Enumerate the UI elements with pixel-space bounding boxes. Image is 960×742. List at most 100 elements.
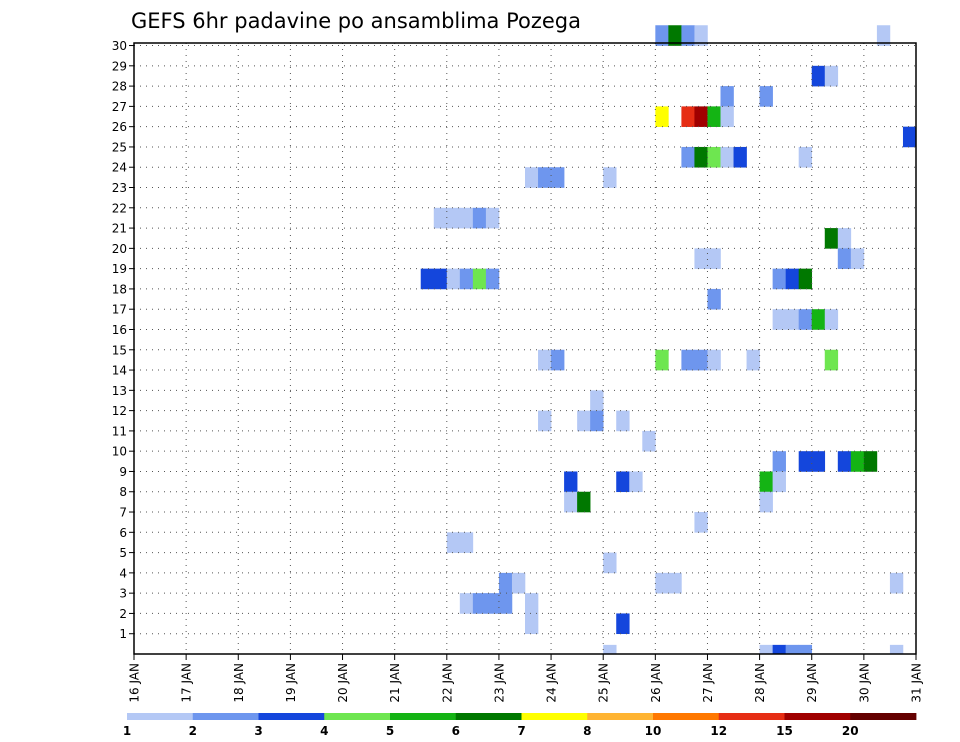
precip-cell xyxy=(538,349,552,371)
precip-cell xyxy=(837,248,852,269)
precip-cell xyxy=(681,146,695,168)
x-tick-label: 19 JAN xyxy=(284,663,298,703)
y-tick-label: 5 xyxy=(119,546,127,560)
precip-cell xyxy=(798,268,813,290)
precip-cell xyxy=(720,86,734,107)
y-tick-label: 16 xyxy=(112,323,127,337)
color-bar-swatch xyxy=(258,713,325,720)
y-tick-label: 13 xyxy=(112,384,127,398)
precip-cell xyxy=(459,207,474,229)
x-tick-label: 27 JAN xyxy=(701,663,715,703)
precip-cell xyxy=(603,552,617,574)
plot-frame xyxy=(133,42,917,655)
precip-cell xyxy=(733,146,747,168)
precip-cell xyxy=(433,268,448,290)
color-bar-label: 4 xyxy=(320,724,328,738)
precip-cell xyxy=(824,349,839,371)
precip-cell xyxy=(694,248,708,269)
precip-cell xyxy=(785,644,799,655)
color-bar-label: 2 xyxy=(189,724,197,738)
precip-cell xyxy=(459,268,474,290)
precip-cell xyxy=(694,146,708,168)
precip-cell xyxy=(668,572,682,594)
precip-cell xyxy=(603,167,617,188)
precip-cell xyxy=(772,644,786,655)
x-tick-label: 16 JAN xyxy=(128,663,142,703)
y-tick-label: 12 xyxy=(112,404,127,418)
x-tick-label: 25 JAN xyxy=(597,663,611,703)
precip-cell xyxy=(694,106,708,127)
y-tick-label: 3 xyxy=(119,587,127,601)
precip-cell xyxy=(746,349,760,371)
y-tick-label: 11 xyxy=(112,424,127,438)
chart-title: GEFS 6hr padavine po ansamblima Pozega xyxy=(131,9,581,33)
precip-cell xyxy=(616,410,630,432)
y-tick-label: 14 xyxy=(112,364,127,378)
precip-cell xyxy=(694,512,708,533)
y-tick-label: 10 xyxy=(112,445,127,459)
color-bar-swatch xyxy=(192,713,259,720)
y-tick-label: 22 xyxy=(112,201,127,215)
y-tick-label: 17 xyxy=(112,303,127,317)
precip-cell xyxy=(707,248,721,269)
y-tick-label: 29 xyxy=(112,59,127,73)
precip-cell xyxy=(785,268,799,290)
color-bar-label: 3 xyxy=(254,724,262,738)
color-bar-label: 8 xyxy=(583,724,591,738)
color-bar-swatch xyxy=(455,713,522,720)
precip-cell xyxy=(772,471,786,493)
precip-cell xyxy=(798,644,813,655)
precip-cell xyxy=(590,390,604,411)
color-bar-label: 1 xyxy=(123,724,131,738)
precip-cell xyxy=(707,106,721,127)
precip-cell xyxy=(759,86,773,107)
precip-cell xyxy=(616,613,630,635)
y-tick-label: 15 xyxy=(112,343,127,357)
color-bar-swatch xyxy=(718,713,785,720)
precip-cell xyxy=(485,593,500,614)
color-bar-swatch xyxy=(324,713,391,720)
color-bar-swatch xyxy=(587,713,654,720)
precip-cell xyxy=(472,593,487,614)
y-tick-label: 18 xyxy=(112,282,127,296)
precip-cell xyxy=(538,167,552,188)
precip-cell xyxy=(681,25,695,46)
color-bar-swatch xyxy=(127,713,194,720)
y-tick-label: 20 xyxy=(112,242,127,256)
precip-cell xyxy=(590,410,604,432)
precip-cell xyxy=(772,309,786,330)
color-bar-label: 7 xyxy=(517,724,525,738)
precip-cell xyxy=(850,248,865,269)
precip-cell xyxy=(681,349,695,371)
precip-cell xyxy=(772,268,786,290)
precip-cell xyxy=(720,146,734,168)
precip-cell xyxy=(498,593,513,614)
color-bar-label: 10 xyxy=(645,724,662,738)
y-tick-label: 2 xyxy=(119,607,127,621)
color-bar: 1 2 3 4 5 6 7 8 10 12 15 20 xyxy=(123,713,917,738)
precip-cell xyxy=(889,644,904,655)
x-tick-label: 28 JAN xyxy=(753,663,767,703)
precip-cell xyxy=(707,146,721,168)
precip-cell xyxy=(485,268,500,290)
precip-cell xyxy=(655,572,669,594)
color-bar-label: 12 xyxy=(710,724,727,738)
precip-cell xyxy=(459,532,474,553)
precip-cell xyxy=(694,25,708,46)
y-tick-label: 21 xyxy=(112,222,127,236)
y-tick-label: 19 xyxy=(112,262,127,276)
precip-cell xyxy=(629,471,643,493)
color-bar-swatch xyxy=(521,713,588,720)
y-tick-label: 27 xyxy=(112,100,127,114)
precip-cell xyxy=(720,106,734,127)
precip-cell xyxy=(655,349,669,371)
precip-cell xyxy=(498,572,513,594)
precip-cell xyxy=(824,228,839,249)
color-bar-swatch xyxy=(653,713,720,720)
precip-cell xyxy=(694,349,708,371)
precip-cell xyxy=(902,126,917,148)
x-tick-label: 24 JAN xyxy=(545,663,559,703)
y-tick-label: 6 xyxy=(119,526,127,540)
precip-cell xyxy=(811,309,826,330)
